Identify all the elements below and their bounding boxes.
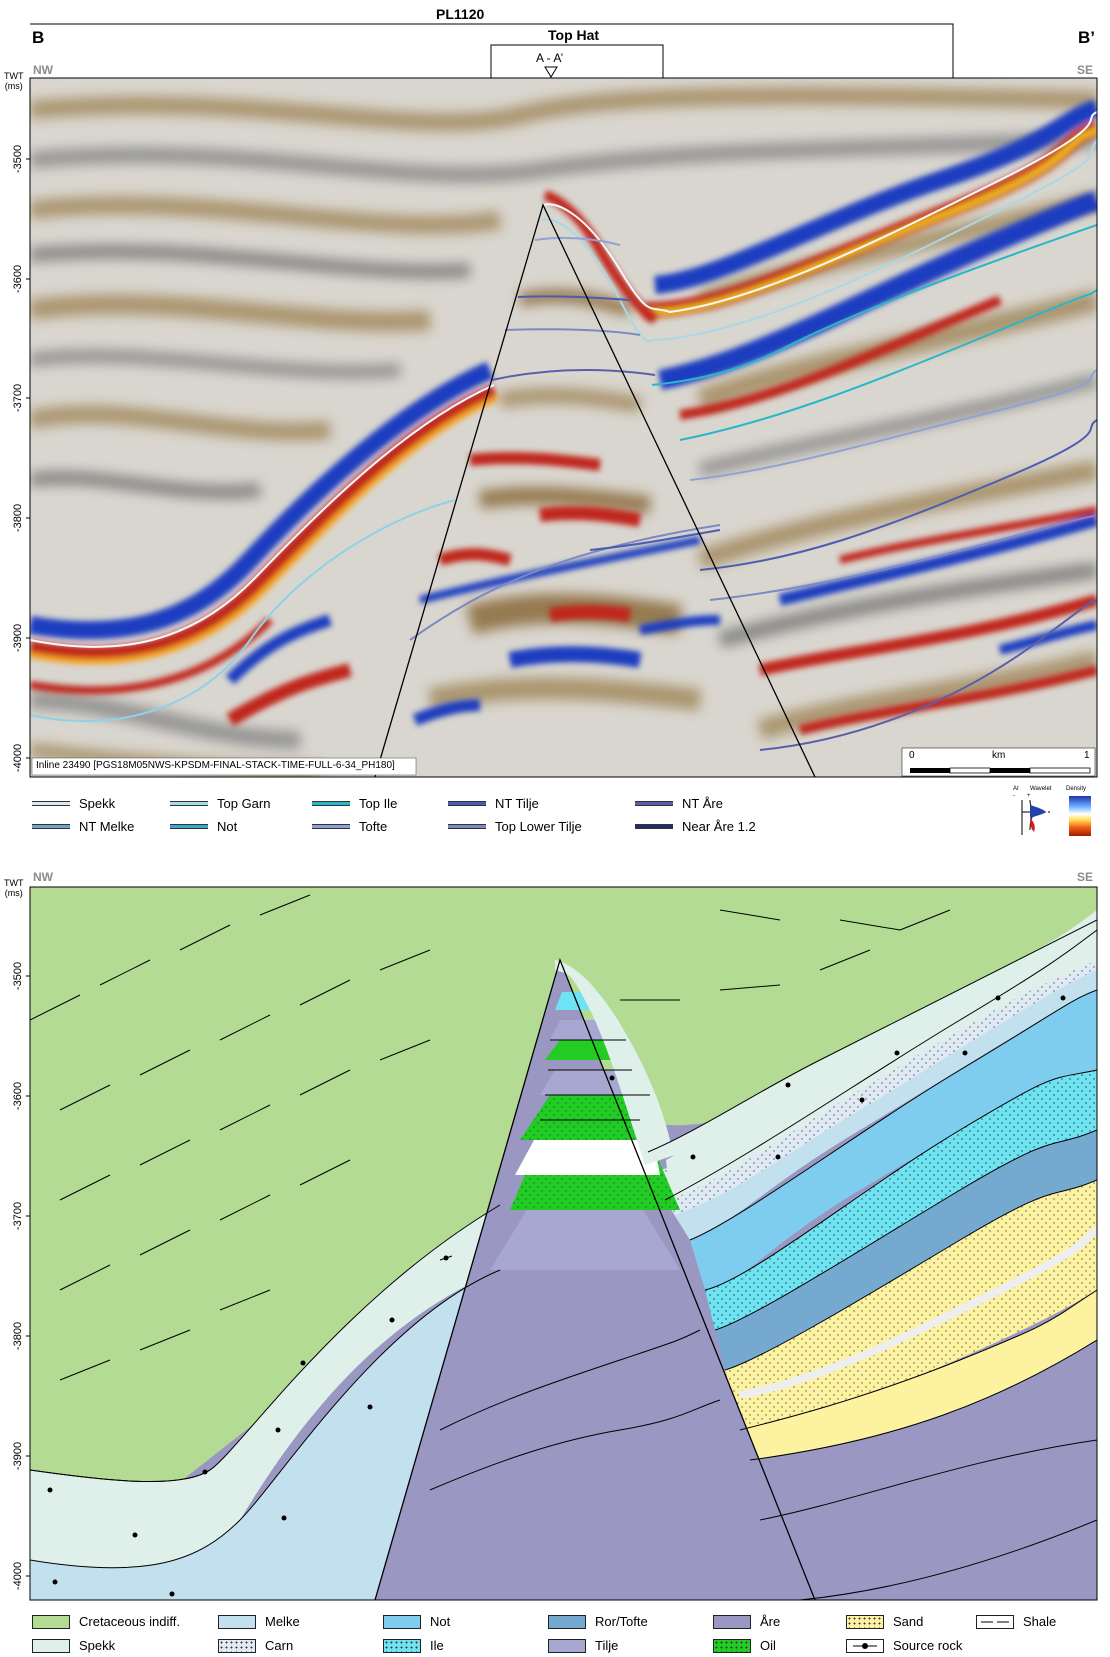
facies-swatch	[218, 1638, 256, 1653]
top-y-unit: TWT (ms)	[4, 71, 24, 91]
horizon-line-swatch	[312, 824, 350, 829]
facies-swatch	[383, 1614, 421, 1629]
horizon-legend-item: NT Åre	[635, 796, 723, 811]
horizon-legend-item: Top Ile	[312, 796, 397, 811]
facies-swatch	[713, 1638, 751, 1653]
facies-legend-label: Ror/Tofte	[595, 1614, 648, 1629]
facies-swatch	[846, 1614, 884, 1629]
horizon-line-swatch	[448, 801, 486, 806]
horizon-legend-label: Near Åre 1.2	[682, 819, 756, 834]
horizon-legend-item: Spekk	[32, 796, 115, 811]
top-orient-se: SE	[1077, 63, 1094, 77]
horizon-line-swatch	[312, 801, 350, 806]
horizon-line-swatch	[32, 801, 70, 806]
facies-legend-label: Ile	[430, 1638, 444, 1653]
facies-legend-label: Source rock	[893, 1638, 963, 1653]
scale-start: 0	[909, 750, 915, 761]
horizon-line-swatch	[32, 824, 70, 829]
facies-legend-item: Source rock	[846, 1638, 962, 1653]
horizon-line-swatch	[635, 801, 673, 806]
bottom-ytick: -3900	[12, 1441, 24, 1471]
facies-legend-label: Carn	[265, 1638, 294, 1653]
bottom-ytick: -3800	[12, 1321, 24, 1351]
bottom-y-unit: TWT (ms)	[4, 878, 24, 898]
facies-legend-item: Not	[383, 1614, 450, 1629]
facies-legend-label: Cretaceous indiff.	[79, 1614, 180, 1629]
facies-legend-item: Ile	[383, 1638, 444, 1653]
horizon-legend-item: Near Åre 1.2	[635, 819, 756, 834]
wavelet-plus-label: +	[1027, 793, 1031, 799]
facies-swatch	[32, 1638, 70, 1653]
horizon-legend-item: NT Tilje	[448, 796, 539, 811]
horizon-legend-label: NT Tilje	[495, 796, 539, 811]
facies-legend-item: Ror/Tofte	[548, 1614, 648, 1629]
density-label: Density	[1066, 786, 1087, 792]
bottom-ytick: -3500	[12, 961, 24, 991]
facies-swatch	[548, 1638, 586, 1653]
facies-swatch	[32, 1614, 70, 1629]
facies-swatch	[548, 1614, 586, 1629]
horizon-legend-item: NT Melke	[32, 819, 134, 834]
facies-legend-label: Not	[430, 1614, 451, 1629]
facies-legend-label: Åre	[760, 1614, 781, 1629]
facies-legend-label: Tilje	[595, 1638, 619, 1653]
wavelet-ai-label: AI	[1013, 786, 1019, 792]
facies-legend-item: Shale	[976, 1614, 1056, 1629]
facies-swatch	[846, 1638, 884, 1653]
facies-legend-item: Melke	[218, 1614, 300, 1629]
facies-legend-label: Spekk	[79, 1638, 116, 1653]
facies-legend-label: Melke	[265, 1614, 300, 1629]
bottom-ytick: -3700	[12, 1201, 24, 1231]
horizon-legend-item: Tofte	[312, 819, 387, 834]
horizon-legend-item: Top Garn	[170, 796, 270, 811]
facies-legend-item: Sand	[846, 1614, 923, 1629]
line-marker-label: A - A’	[536, 51, 564, 65]
horizon-legend-label: Tofte	[359, 819, 388, 834]
horizon-legend-label: Top Ile	[359, 796, 398, 811]
licence-label: PL1120	[436, 6, 485, 22]
facies-legend-item: Åre	[713, 1614, 780, 1629]
horizon-legend-label: Not	[217, 819, 238, 834]
facies-swatch	[383, 1638, 421, 1653]
bottom-ytick: -3600	[12, 1081, 24, 1111]
wavelet-minus-label: -	[1013, 793, 1015, 799]
inline-caption: Inline 23490 [PGS18M05NWS-KPSDM-FINAL-ST…	[36, 760, 395, 771]
horizon-legend-label: NT Åre	[682, 796, 723, 811]
bottom-orient-se: SE	[1077, 870, 1094, 884]
facies-legend-item: Carn	[218, 1638, 293, 1653]
prospect-label: Top Hat	[548, 27, 600, 43]
bottom-ytick: -4000	[12, 1561, 24, 1591]
facies-swatch	[976, 1614, 1014, 1629]
scale-end: 1	[1084, 750, 1090, 761]
facies-legend-label: Oil	[760, 1638, 776, 1653]
wavelet-label: Wavelet	[1030, 786, 1052, 792]
horizon-legend-label: Top Lower Tilje	[495, 819, 582, 834]
facies-legend-item: Tilje	[548, 1638, 618, 1653]
section-end-label: B’	[1078, 28, 1095, 47]
facies-legend-label: Shale	[1023, 1614, 1057, 1629]
horizon-line-swatch	[170, 801, 208, 806]
facies-legend-label: Sand	[893, 1614, 924, 1629]
horizon-legend-label: Spekk	[79, 796, 116, 811]
facies-legend-item: Spekk	[32, 1638, 115, 1653]
facies-legend-item: Cretaceous indiff.	[32, 1614, 180, 1629]
facies-swatch	[218, 1614, 256, 1629]
top-orient-nw: NW	[33, 63, 53, 77]
horizon-line-swatch	[448, 824, 486, 829]
facies-swatch	[713, 1614, 751, 1629]
horizon-line-swatch	[170, 824, 208, 829]
scale-unit: km	[992, 750, 1006, 761]
bottom-orient-nw: NW	[33, 870, 53, 884]
horizon-legend-item: Top Lower Tilje	[448, 819, 582, 834]
horizon-legend-label: Top Garn	[217, 796, 271, 811]
horizon-legend-label: NT Melke	[79, 819, 135, 834]
section-start-label: B	[32, 28, 45, 47]
horizon-line-swatch	[635, 824, 673, 829]
facies-legend-item: Oil	[713, 1638, 776, 1653]
horizon-legend-item: Not	[170, 819, 237, 834]
